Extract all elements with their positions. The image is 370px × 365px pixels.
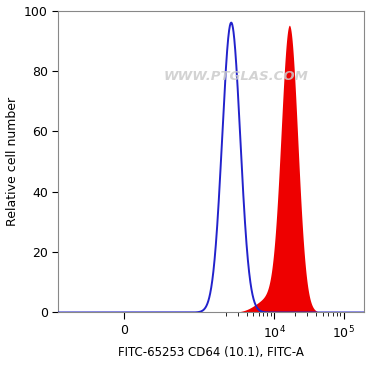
X-axis label: FITC-65253 CD64 (10.1), FITC-A: FITC-65253 CD64 (10.1), FITC-A: [118, 346, 305, 360]
Text: WWW.PTGLAS.COM: WWW.PTGLAS.COM: [164, 70, 308, 84]
Y-axis label: Relative cell number: Relative cell number: [6, 97, 18, 226]
